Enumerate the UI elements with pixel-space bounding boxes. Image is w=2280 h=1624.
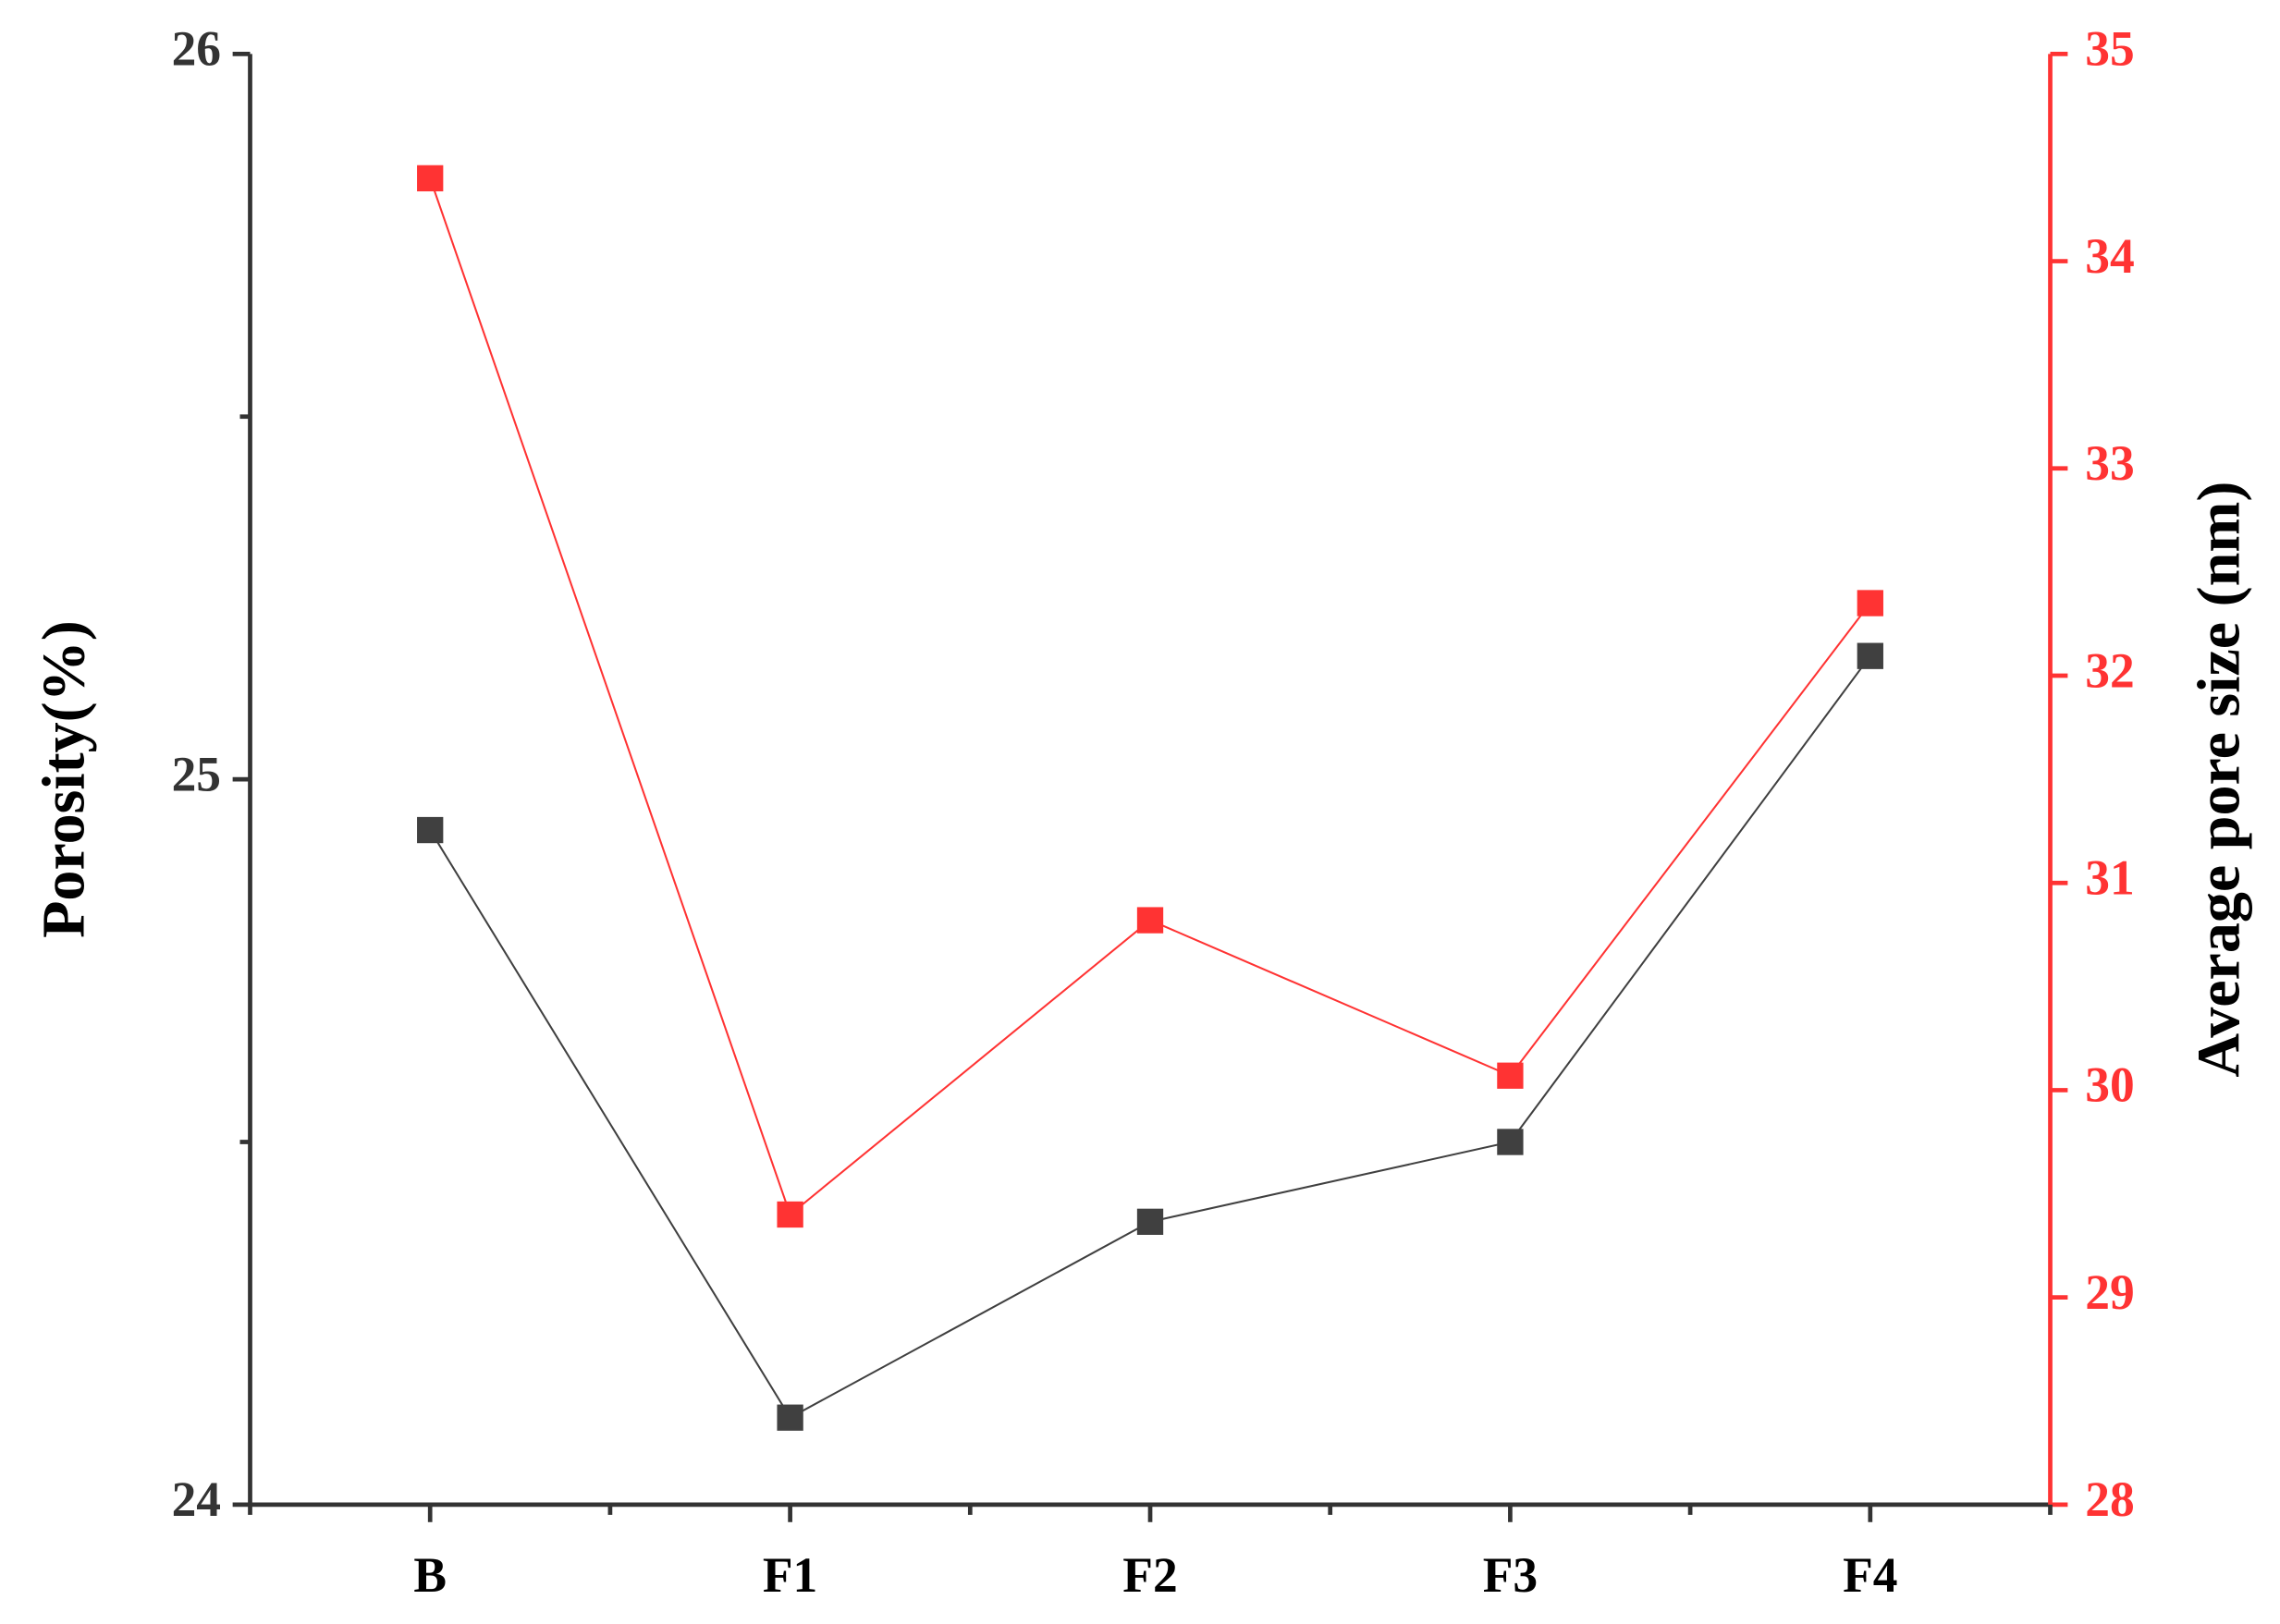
x-tick-label: B (413, 1547, 447, 1603)
series-line (429, 655, 1871, 1420)
y2-tick-label: 31 (2085, 849, 2134, 905)
y2-tick-label: 29 (2085, 1264, 2134, 1320)
y2-tick-label: 34 (2085, 228, 2134, 284)
y2-tick-label: 35 (2085, 21, 2134, 77)
y2-tick-label: 32 (2085, 642, 2134, 698)
x-tick-label: F4 (1843, 1547, 1897, 1603)
marker (777, 1404, 803, 1431)
series-line (429, 177, 1871, 1216)
marker (1136, 1208, 1164, 1235)
y2-tick-label: 28 (2085, 1471, 2134, 1527)
x-tick-label: F2 (1122, 1547, 1177, 1603)
x-tick-label: F1 (763, 1547, 817, 1603)
x-tick-label: F3 (1483, 1547, 1538, 1603)
marker (777, 1201, 803, 1228)
marker (1136, 907, 1164, 934)
marker (1497, 1129, 1524, 1155)
marker (417, 165, 444, 192)
y-tick-label: 25 (172, 746, 221, 801)
marker (1857, 642, 1883, 669)
y2-axis-label: Average pore size (nm) (2185, 482, 2252, 1078)
y-axis-label: Porosity(%) (31, 620, 98, 938)
y-tick-label: 24 (172, 1471, 221, 1527)
marker (1857, 590, 1883, 617)
y2-tick-label: 33 (2085, 435, 2134, 491)
marker (1497, 1062, 1524, 1089)
y2-tick-label: 30 (2085, 1057, 2134, 1113)
marker (417, 816, 444, 844)
y-tick-label: 26 (172, 21, 221, 77)
